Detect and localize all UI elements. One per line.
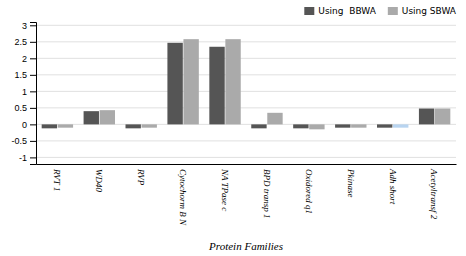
tick-label: 2	[22, 54, 27, 64]
tick-label: -1	[19, 153, 27, 163]
tick: Oxidored q1	[304, 169, 314, 214]
tick-label: 1.5	[14, 70, 27, 80]
tick: RVP	[136, 168, 146, 186]
x-axis-title: Protein Families	[208, 240, 283, 252]
tick-label: RVP	[136, 168, 146, 186]
bar	[209, 47, 224, 125]
bar	[267, 113, 282, 125]
tick-label: Oxidored q1	[304, 169, 314, 214]
tick: RVT 1	[52, 168, 62, 191]
legend-swatch	[304, 7, 314, 15]
bar	[377, 124, 392, 127]
tick-label: Acetyltransf 2	[429, 168, 439, 220]
tick-mark	[30, 157, 36, 158]
bar-series	[58, 39, 451, 129]
tick-label: Cytochorm B N	[178, 169, 188, 226]
tick: 2.5	[14, 37, 36, 47]
tick-mark	[30, 141, 36, 142]
bar	[293, 124, 308, 128]
tick: Cytochorm B N	[178, 169, 188, 226]
grid-line	[36, 74, 456, 75]
tick: 3	[22, 21, 36, 31]
tick-mark	[30, 91, 36, 92]
bar	[251, 124, 266, 128]
tick: NA TPase c	[220, 168, 230, 211]
tick-label: 0.5	[14, 103, 27, 113]
grid-line	[36, 91, 456, 92]
tick: -1	[19, 153, 36, 163]
bar	[309, 124, 324, 129]
tick-label: 0	[22, 120, 27, 130]
tick-label: RVT 1	[52, 168, 62, 191]
bar	[351, 124, 366, 127]
tick: 1.5	[14, 70, 36, 80]
chart: -1 -0.5 0 0.5 1 1.5 2 2.5 3 RVT 1 WD40 RVP Cytochorm…	[0, 0, 466, 256]
tick: BPD transp 1	[262, 169, 272, 219]
tick-label: Adh short	[388, 168, 398, 205]
axis-line	[30, 23, 37, 165]
bar	[100, 110, 115, 124]
bar	[58, 124, 73, 127]
tick-label: NA TPase c	[220, 168, 230, 211]
tick: -0.5	[11, 136, 36, 146]
tick-label: -0.5	[11, 136, 27, 146]
bar	[142, 124, 157, 127]
tick-mark	[30, 124, 36, 125]
legend: Using BBWA Using SBWA	[304, 6, 457, 16]
tick: 1	[22, 87, 36, 97]
tick-label: BPD transp 1	[262, 169, 272, 219]
tick: Acetyltransf 2	[429, 168, 439, 220]
bar	[84, 111, 99, 124]
bar	[183, 39, 198, 124]
grid-line	[36, 41, 456, 42]
tick: 2	[22, 54, 36, 64]
grid-line	[36, 58, 456, 59]
tick-mark	[30, 75, 36, 76]
grid-line	[36, 124, 456, 125]
tick: 0	[22, 120, 36, 130]
bars	[42, 39, 451, 129]
tick-mark	[30, 42, 36, 43]
grid-line	[36, 107, 456, 108]
plot: -1 -0.5 0 0.5 1 1.5 2 2.5 3 RVT 1 WD40 RVP Cytochorm…	[11, 21, 456, 226]
tick: Pkinase	[346, 168, 356, 198]
legend-label: Using BBWA	[318, 6, 376, 16]
bar	[435, 109, 450, 125]
grid-line	[36, 140, 456, 141]
legend-item: Using BBWA	[304, 6, 376, 16]
tick-label: WD40	[94, 169, 104, 192]
legend-item: Using SBWA	[388, 6, 457, 16]
legend-label: Using SBWA	[402, 6, 457, 16]
bar	[419, 109, 434, 125]
bar	[126, 124, 141, 128]
grid	[36, 25, 456, 157]
bar	[225, 39, 240, 124]
tick-mark	[30, 25, 36, 26]
grid-line	[36, 25, 456, 26]
tick: 0.5	[14, 103, 36, 113]
x-axis: RVT 1 WD40 RVP Cytochorm B N NA TPase c BPD t…	[37, 165, 457, 226]
bar	[167, 43, 182, 125]
y-axis: -1 -0.5 0 0.5 1 1.5 2 2.5 3	[11, 21, 36, 165]
tick-mark	[30, 108, 36, 109]
bar	[335, 124, 350, 127]
axis-line	[37, 164, 457, 165]
bar	[42, 124, 57, 128]
tick: Adh short	[388, 168, 398, 205]
grid-line	[36, 157, 456, 158]
tick: WD40	[94, 169, 104, 192]
tick-label: 1	[22, 87, 27, 97]
tick-label: Pkinase	[346, 168, 356, 198]
tick-label: 2.5	[14, 37, 27, 47]
tick-label: 3	[22, 21, 27, 31]
bar	[393, 124, 408, 127]
legend-swatch	[388, 7, 398, 15]
tick-mark	[30, 58, 36, 59]
